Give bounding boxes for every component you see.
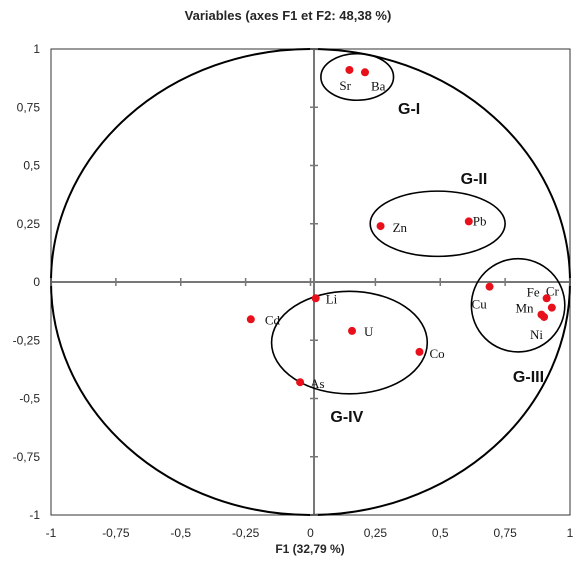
point-marker: [376, 222, 385, 231]
point-marker: [485, 282, 494, 291]
point-marker: [246, 315, 255, 324]
group-ellipse: [470, 257, 566, 353]
chart-title: Variables (axes F1 et F2: 48,38 %): [185, 8, 392, 23]
y-tick-label: -1: [29, 508, 40, 522]
point-marker: [345, 65, 354, 74]
x-tick-label: -0,25: [232, 526, 260, 540]
point-marker: [542, 294, 551, 303]
x-tick-label: -0,5: [170, 526, 191, 540]
y-tick-label: 1: [33, 42, 40, 56]
point-label: Cd: [265, 312, 281, 327]
point-marker: [415, 347, 424, 356]
x-tick-label: 0,25: [364, 526, 388, 540]
y-tick-label: -0,25: [13, 333, 41, 347]
point-label: U: [364, 324, 374, 339]
y-tick-label: 0: [33, 275, 40, 289]
x-tick-label: 0: [307, 526, 314, 540]
x-tick-label: -0,75: [102, 526, 130, 540]
point-label: As: [310, 376, 324, 391]
x-tick-label: 1: [567, 526, 574, 540]
x-tick-label: -1: [46, 526, 57, 540]
group-label: G-III: [513, 369, 544, 386]
point-marker: [547, 303, 556, 312]
axes-layer: -1 -0,75 -0,5 -0,25 0 0,25 0,5 0,75 1 1 0,75 0,5 0,2…: [13, 42, 574, 540]
x-tick-label: 0,75: [493, 526, 517, 540]
point-label: Cr: [546, 284, 560, 299]
point-label: Mn: [515, 301, 534, 316]
group-circles-layer: G-I G-II G-III G-IV: [270, 52, 566, 426]
group-label: G-I: [398, 101, 420, 118]
x-axis-label: F1 (32,79 %): [275, 542, 344, 556]
point-marker: [296, 378, 305, 387]
point-marker: [360, 68, 369, 77]
y-tick-label: 0,25: [17, 217, 41, 231]
group-label: G-IV: [330, 409, 363, 426]
y-tick-label: 0,75: [17, 100, 41, 114]
points-layer: [246, 65, 556, 387]
point-label: Ni: [530, 327, 543, 342]
group-label: G-II: [461, 171, 488, 188]
point-label: Cu: [472, 297, 488, 312]
point-marker: [311, 294, 320, 303]
y-tick-label: -0,75: [13, 450, 41, 464]
point-label: Sr: [339, 78, 351, 93]
point-label: Pb: [473, 213, 487, 228]
point-marker: [540, 312, 549, 321]
labels-layer: Sr Ba Zn Pb Cu Fe Cr Mn Ni Li Cd U Co As: [265, 78, 560, 391]
x-tick-label: 0,5: [432, 526, 449, 540]
point-label: Zn: [393, 220, 408, 235]
point-label: Fe: [527, 284, 540, 299]
point-label: Co: [429, 346, 444, 361]
point-label: Li: [326, 291, 338, 306]
point-label: Ba: [371, 78, 386, 93]
point-marker: [464, 217, 473, 226]
group-ellipse: [270, 290, 429, 395]
group-ellipse: [369, 190, 506, 258]
point-marker: [348, 326, 357, 335]
y-tick-label: -0,5: [19, 392, 40, 406]
y-tick-label: 0,5: [23, 159, 40, 173]
group-ellipse: [320, 52, 395, 102]
